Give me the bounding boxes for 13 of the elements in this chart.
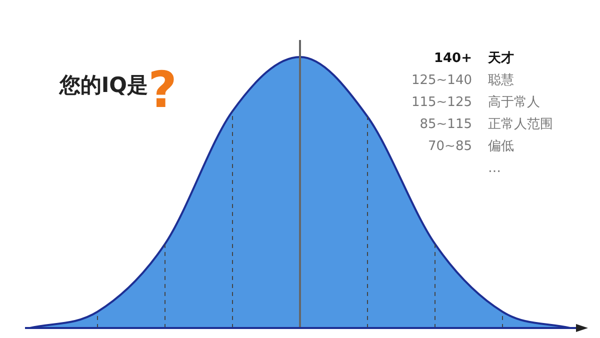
annotation: 140+ xyxy=(434,51,472,66)
annotation: ? xyxy=(148,61,178,119)
annotation: … xyxy=(488,161,501,176)
annotation: 70~85 xyxy=(428,139,472,154)
annotation: 天才 xyxy=(487,51,514,66)
annotation: 115~125 xyxy=(411,95,472,110)
annotation: 正常人范围 xyxy=(488,117,553,132)
annotation: 聪慧 xyxy=(488,73,514,88)
annotation: 偏低 xyxy=(488,139,514,154)
text: 您的IQ是 xyxy=(58,73,148,97)
annotation: 高于常人 xyxy=(488,94,540,110)
annotation: 125~140 xyxy=(411,73,472,88)
annotation: 85~115 xyxy=(420,117,472,132)
